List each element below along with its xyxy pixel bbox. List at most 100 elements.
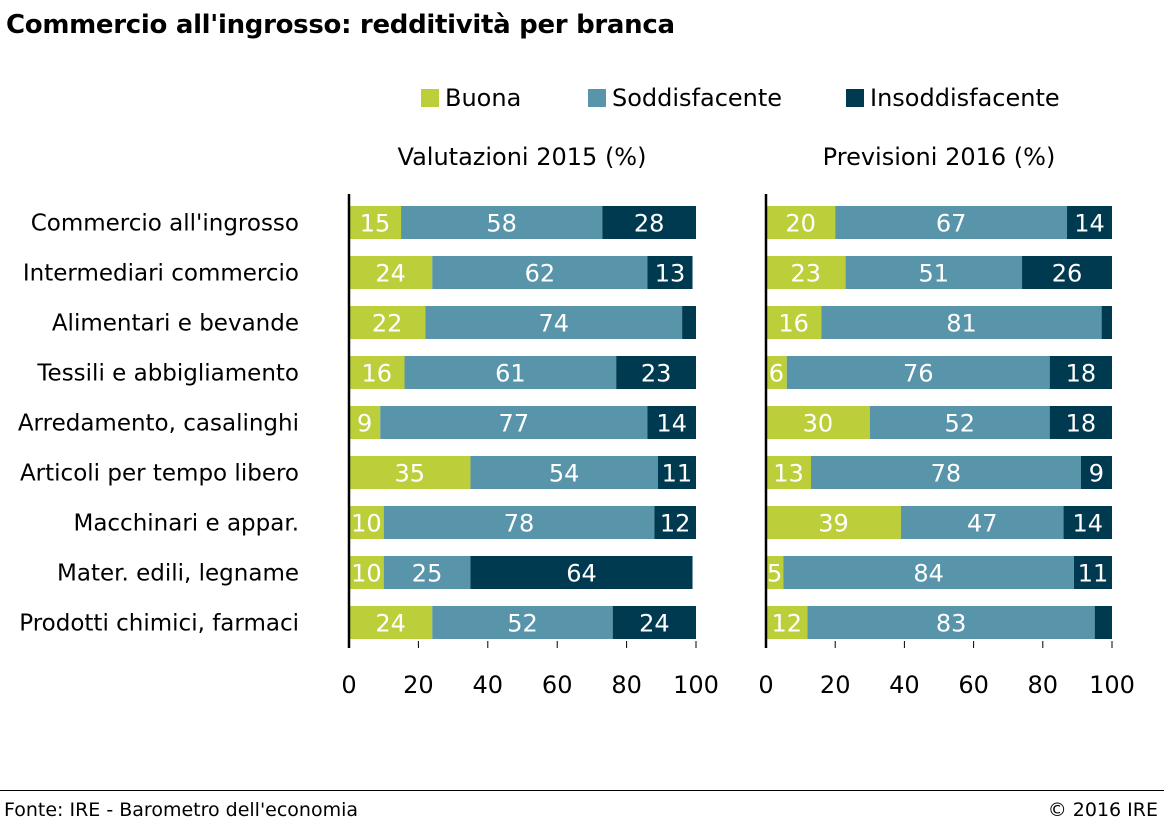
data-label: 18 [1066,360,1097,388]
data-label: 14 [1073,510,1104,538]
bar-buona [766,506,901,539]
data-label: 9 [1089,460,1104,488]
legend-swatch-buona [421,89,439,107]
x-tick-label: 0 [758,671,773,699]
data-label: 24 [639,610,670,638]
bar-buona [349,406,381,439]
bar-insoddisfacente [1080,456,1112,489]
bar-insoddisfacente [470,556,693,589]
data-label: 15 [360,210,391,238]
bar-buona [766,256,846,289]
bar-insoddisfacente [1073,556,1112,589]
legend-item-soddisfacente: Soddisfacente [588,82,782,114]
bar-soddisfacente [786,356,1050,389]
bar-insoddisfacente [647,406,696,439]
data-label: 54 [549,460,580,488]
data-label: 9 [357,410,372,438]
bar-buona [766,606,808,639]
data-label: 5 [767,560,782,588]
bar-buona [766,406,870,439]
bar-buona [349,506,384,539]
data-label: 24 [375,610,406,638]
bar-buona [349,606,433,639]
data-label: 20 [785,210,816,238]
data-label: 23 [641,360,672,388]
legend-item-buona: Buona [421,82,521,114]
data-label: 78 [504,510,535,538]
data-label: 78 [931,460,962,488]
bar-insoddisfacente [1067,206,1112,239]
bar-insoddisfacente [682,306,696,339]
chart-title: Commercio all'ingrosso: redditività per … [6,10,675,40]
data-label: 83 [936,610,967,638]
bar-soddisfacente [807,606,1095,639]
legend-label-insoddisfacente: Insoddisfacente [870,84,1060,112]
data-label: 26 [1052,260,1083,288]
panel-title-2016: Previsioni 2016 (%) [822,143,1056,171]
bar-insoddisfacente [1022,256,1112,289]
bar-buona [766,206,836,239]
bar-buona [766,456,811,489]
category-label: Tessili e abbigliamento [36,361,299,387]
footer-source: Fonte: IRE - Barometro dell'economia [4,799,359,821]
x-tick-label: 20 [820,671,851,699]
data-label: 52 [507,610,538,638]
data-label: 10 [351,510,382,538]
bar-insoddisfacente [616,356,696,389]
data-label: 11 [662,460,693,488]
bar-soddisfacente [432,256,648,289]
bar-insoddisfacente [1101,306,1112,339]
data-label: 12 [771,610,802,638]
data-label: 6 [769,360,784,388]
bar-insoddisfacente [602,206,696,239]
data-label: 14 [1074,210,1105,238]
data-label: 62 [525,260,556,288]
data-label: 10 [351,560,382,588]
bar-buona [766,306,822,339]
legend-swatch-insoddisfacente [846,89,864,107]
data-label: 74 [538,310,569,338]
data-label: 77 [499,410,530,438]
data-label: 58 [486,210,517,238]
data-label: 16 [361,360,392,388]
category-label: Commercio all'ingrosso [31,211,299,237]
x-tick-label: 60 [958,671,989,699]
bar-buona [766,556,784,589]
bar-soddisfacente [401,206,603,239]
bar-insoddisfacente [657,456,696,489]
data-label: 11 [1078,560,1109,588]
data-label: 47 [967,510,998,538]
bar-insoddisfacente [1049,406,1112,439]
x-tick-label: 20 [403,671,434,699]
data-label: 25 [412,560,443,588]
legend-label-soddisfacente: Soddisfacente [612,84,783,112]
legend-swatch-soddisfacente [588,89,606,107]
bar-soddisfacente [821,306,1102,339]
bar-insoddisfacente [647,256,693,289]
data-label: 14 [656,410,687,438]
legend-label-buona: Buona [445,84,522,112]
data-label: 39 [818,510,849,538]
data-label: 76 [903,360,934,388]
bar-buona [349,356,405,389]
data-label: 64 [566,560,597,588]
bar-soddisfacente [383,506,655,539]
x-tick-label: 60 [542,671,573,699]
category-label: Arredamento, casalinghi [18,411,299,437]
bar-buona [349,206,402,239]
bar-soddisfacente [835,206,1068,239]
bar-buona [349,456,471,489]
data-label: 24 [375,260,406,288]
legend: Buona Soddisfacente Insoddisfacente [0,82,1164,114]
data-label: 16 [778,310,809,338]
category-label: Macchinari e appar. [73,511,299,537]
bar-insoddisfacente [1049,356,1112,389]
x-tick-label: 80 [611,671,642,699]
category-label: Intermediari commercio [23,261,299,287]
data-label: 84 [913,560,944,588]
bar-soddisfacente [425,306,683,339]
x-tick-label: 100 [1089,671,1135,699]
bar-soddisfacente [470,456,658,489]
bar-soddisfacente [404,356,617,389]
